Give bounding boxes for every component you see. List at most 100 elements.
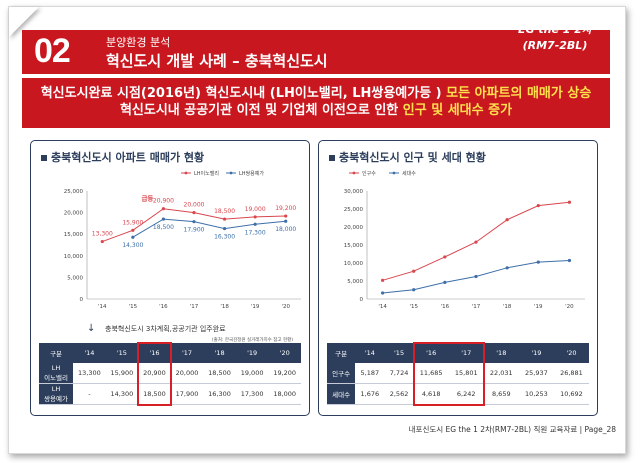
data-point — [412, 269, 416, 273]
price-chart: 0 5,000 10,000 15,000 20,000 25,000 '14 '15 '16 '… — [64, 170, 301, 310]
data-point — [443, 255, 447, 259]
table-header-row: 구분 '14'15'16'17'18'19'20 — [39, 343, 301, 363]
y-tick-label: 10,000 — [64, 254, 84, 260]
legend-marker — [229, 171, 233, 175]
data-label: 20,000 — [184, 202, 205, 209]
table-header-cell: '20 — [553, 343, 589, 363]
table-cell: 17,900 — [170, 383, 204, 405]
table-cell: 2,562 — [384, 383, 414, 405]
x-tick-label: '20 — [281, 304, 290, 310]
x-tick-label: '18 — [220, 304, 229, 310]
data-point — [131, 228, 135, 232]
row-label: 인구수 — [327, 363, 356, 384]
data-point — [131, 235, 135, 239]
table-cell: 20,900 — [138, 363, 171, 384]
table-header-cell: '18 — [483, 343, 519, 363]
data-label: 14,300 — [122, 242, 143, 249]
table-cell: 15,801 — [448, 363, 484, 384]
bullet-square-icon — [329, 155, 335, 161]
table-header-cell: '15 — [105, 343, 139, 363]
data-point — [222, 217, 227, 221]
price-panel: 충북혁신도시 아파트 매매가 현황 0 5,000 10,000 15,000 20,0… — [30, 140, 310, 416]
table-header-cell: '15 — [384, 343, 414, 363]
data-label: 20,900 — [153, 198, 174, 205]
row-label: 세대수 — [327, 383, 356, 405]
data-point — [505, 266, 509, 270]
table-header-cell: '17 — [448, 343, 484, 363]
data-point — [567, 258, 572, 263]
legend-label: LH쌍용예가 — [239, 170, 264, 177]
row-label: LH 쌍용예가 — [39, 383, 74, 405]
table-cell: 17,300 — [235, 383, 269, 405]
y-tick-label: 20,000 — [64, 211, 84, 217]
x-tick-label: '19 — [534, 304, 543, 310]
table-cell: 5,187 — [355, 363, 385, 384]
population-panel-title: 충북혁신도시 인구 및 세대 현황 — [329, 149, 486, 165]
population-panel: 충북혁신도시 인구 및 세대 현황 0 5,000 10,000 15,000 20,0… — [318, 140, 598, 416]
data-point — [284, 214, 288, 218]
population-chart: 0 5,000 10,000 15,000 20,000 25,000 30,000 '14 '… — [344, 170, 585, 310]
banner-line2-text: 혁신도시내 공공기관 이전 및 기업체 이전으로 인한 — [119, 103, 403, 118]
table-cell: 8,659 — [483, 383, 519, 405]
series-line — [132, 218, 286, 238]
table-row: 인구수 5,187 7,724 11,685 15,801 22,031 25,937 26,… — [327, 363, 589, 384]
x-tick-label: '14 — [98, 304, 107, 310]
x-tick-label: '14 — [378, 304, 387, 310]
data-point — [100, 239, 104, 244]
table-header-cell: '20 — [268, 343, 301, 363]
data-label: 18,000 — [275, 226, 296, 233]
legend-label: LH이노밸리 — [194, 170, 219, 177]
source-note: (출처: 한국감정원 실거래가지수 참고 현황) — [211, 338, 293, 343]
x-tick-label: '20 — [565, 304, 574, 310]
table-row: LH 이노밸리 13,300 15,900 20,900 20,000 18,500 19,0… — [39, 363, 301, 384]
data-label: 13,300 — [92, 231, 113, 238]
table-cell: 13,300 — [73, 363, 106, 384]
table-cell: 16,300 — [203, 383, 236, 405]
arrow-down-icon: ↓ — [87, 323, 96, 334]
table-header-cell: '14 — [73, 343, 106, 363]
brand-block: EG the 1 2차 (RM7-2BL) — [518, 22, 592, 54]
table-cell: 26,881 — [553, 363, 589, 384]
data-point — [474, 274, 478, 279]
data-label: 19,000 — [245, 206, 266, 213]
page-footer: 내포신도시 EG the 1 2차(RM7-2BL) 직원 교육자료 | Pag… — [408, 425, 616, 434]
data-point — [284, 219, 288, 223]
x-tick-label: '15 — [409, 304, 418, 310]
y-tick-label: 0 — [80, 297, 84, 303]
table-header-cell: '16 — [138, 343, 171, 363]
highlight-box — [412, 342, 485, 406]
banner-line2: 혁신도시내 공공기관 이전 및 기업체 이전으로 인한 인구 및 세대수 증가 — [22, 102, 610, 119]
table-cell: 10,692 — [553, 383, 589, 405]
price-table: 구분 '14'15'16'17'18'19'20 LH 이노밸리 13,300 15,90… — [39, 343, 301, 405]
table-header-cell: '17 — [170, 343, 204, 363]
data-label: 17,300 — [245, 229, 266, 236]
table-cell: 25,937 — [518, 363, 554, 384]
data-point — [505, 218, 509, 222]
legend-label: 세대수 — [402, 170, 416, 177]
bullet-square-icon — [41, 155, 47, 161]
x-tick-label: '16 — [441, 304, 450, 310]
data-label: 16,300 — [214, 234, 235, 241]
table-cell: 18,500 — [203, 363, 236, 384]
page-title: 혁신도시 개발 사례 – 충북혁신도시 — [106, 52, 328, 70]
x-tick-label: '16 — [159, 304, 168, 310]
table-header-cell: '14 — [355, 343, 385, 363]
y-tick-label: 10,000 — [344, 261, 364, 267]
y-tick-label: 25,000 — [344, 207, 364, 213]
table-header-cell: '18 — [203, 343, 236, 363]
y-tick-label: 5,000 — [67, 275, 83, 281]
data-point — [443, 280, 447, 284]
table-row: 세대수 1,676 2,562 4,618 6,242 8,659 10,253 10,692 — [327, 383, 589, 405]
brand-line1: EG the 1 2차 — [517, 23, 592, 36]
x-tick-label: '19 — [251, 304, 260, 310]
table-cell: 1,676 — [355, 383, 385, 405]
table-cell: 11,685 — [413, 363, 449, 384]
chart-annotation: 충북혁신도시 3차계획,공공기관 입주완료 — [105, 325, 226, 333]
price-panel-title: 충북혁신도시 아파트 매매가 현황 — [41, 149, 204, 165]
table-row: LH 쌍용예가 -14,300 18,500 17,900 16,300 17,300 18,… — [39, 383, 301, 405]
banner-line1-text: 혁신도시완료 시점(2016년) 혁신도시내 (LH이노밸리, LH쌍용예가등 … — [40, 86, 447, 101]
data-point — [536, 204, 540, 208]
x-tick-label: '17 — [472, 304, 481, 310]
y-tick-label: 25,000 — [64, 189, 84, 195]
highlight-box — [137, 342, 172, 406]
